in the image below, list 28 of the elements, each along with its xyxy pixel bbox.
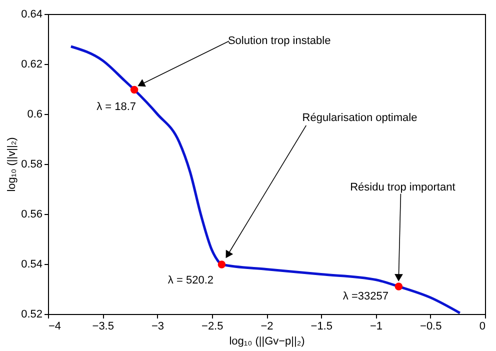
y-tick-label: 0.56 [21,208,42,220]
x-tick-label: −0.5 [420,320,442,332]
y-tick-label: 0.52 [21,308,42,320]
annotation: Solution trop instable [228,35,331,47]
y-tick-label: 0.6 [27,108,42,120]
y-axis-title: log₁₀ (||v||₂) [6,137,18,192]
point [130,86,138,94]
y-tick-label: 0.54 [21,258,42,270]
x-tick-label: −2 [260,320,274,332]
annotation: Résidu trop important [350,182,456,194]
x-tick-label: −2.5 [202,320,224,332]
x-axis-title: log₁₀ (||Gv−p||₂) [229,336,305,348]
x-tick-label: −1.5 [310,320,332,332]
x-tick-label: −3.5 [92,320,114,332]
x-tick-label: −1 [370,320,383,332]
x-tick-label: −4 [48,320,62,332]
y-tick-label: 0.58 [21,158,42,170]
y-tick-label: 0.64 [21,8,42,20]
annotation: λ =33257 [342,290,388,302]
y-tick-label: 0.62 [21,58,42,70]
annotation: λ = 520.2 [168,274,214,286]
annotation: Régularisation optimale [302,112,418,124]
point [394,282,403,290]
point [218,260,226,268]
x-tick-label: 0 [479,320,486,332]
annotation: λ = 18.7 [96,100,136,113]
line-series [70,45,462,314]
x-tick-label: −3 [151,320,164,332]
